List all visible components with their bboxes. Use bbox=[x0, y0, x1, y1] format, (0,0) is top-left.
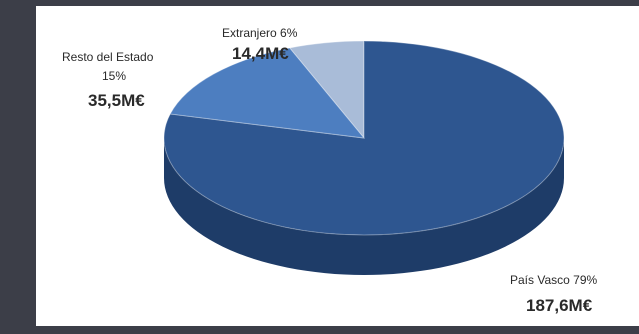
slice-pais-vasco-side bbox=[164, 138, 564, 275]
slice-resto-del-estado bbox=[169, 47, 366, 139]
pie-chart bbox=[163, 40, 565, 275]
label-resto-percent: 15% bbox=[102, 69, 127, 83]
slide-background: Extranjero 6% 14,4M€ Resto del Estado 15… bbox=[14, 0, 639, 334]
label-pais-vasco-percent: País Vasco 79% bbox=[510, 273, 598, 287]
label-extranjero-percent: Extranjero 6% bbox=[222, 26, 298, 40]
chart-panel: Extranjero 6% 14,4M€ Resto del Estado 15… bbox=[36, 6, 639, 326]
label-extranjero-value: 14,4M€ bbox=[232, 44, 289, 63]
slice-extranjero bbox=[288, 40, 365, 140]
slice-pais-vasco bbox=[163, 40, 565, 236]
label-pais-vasco-value: 187,6M€ bbox=[526, 296, 593, 315]
label-resto-name: Resto del Estado bbox=[62, 50, 154, 64]
label-resto-value: 35,5M€ bbox=[88, 91, 145, 110]
